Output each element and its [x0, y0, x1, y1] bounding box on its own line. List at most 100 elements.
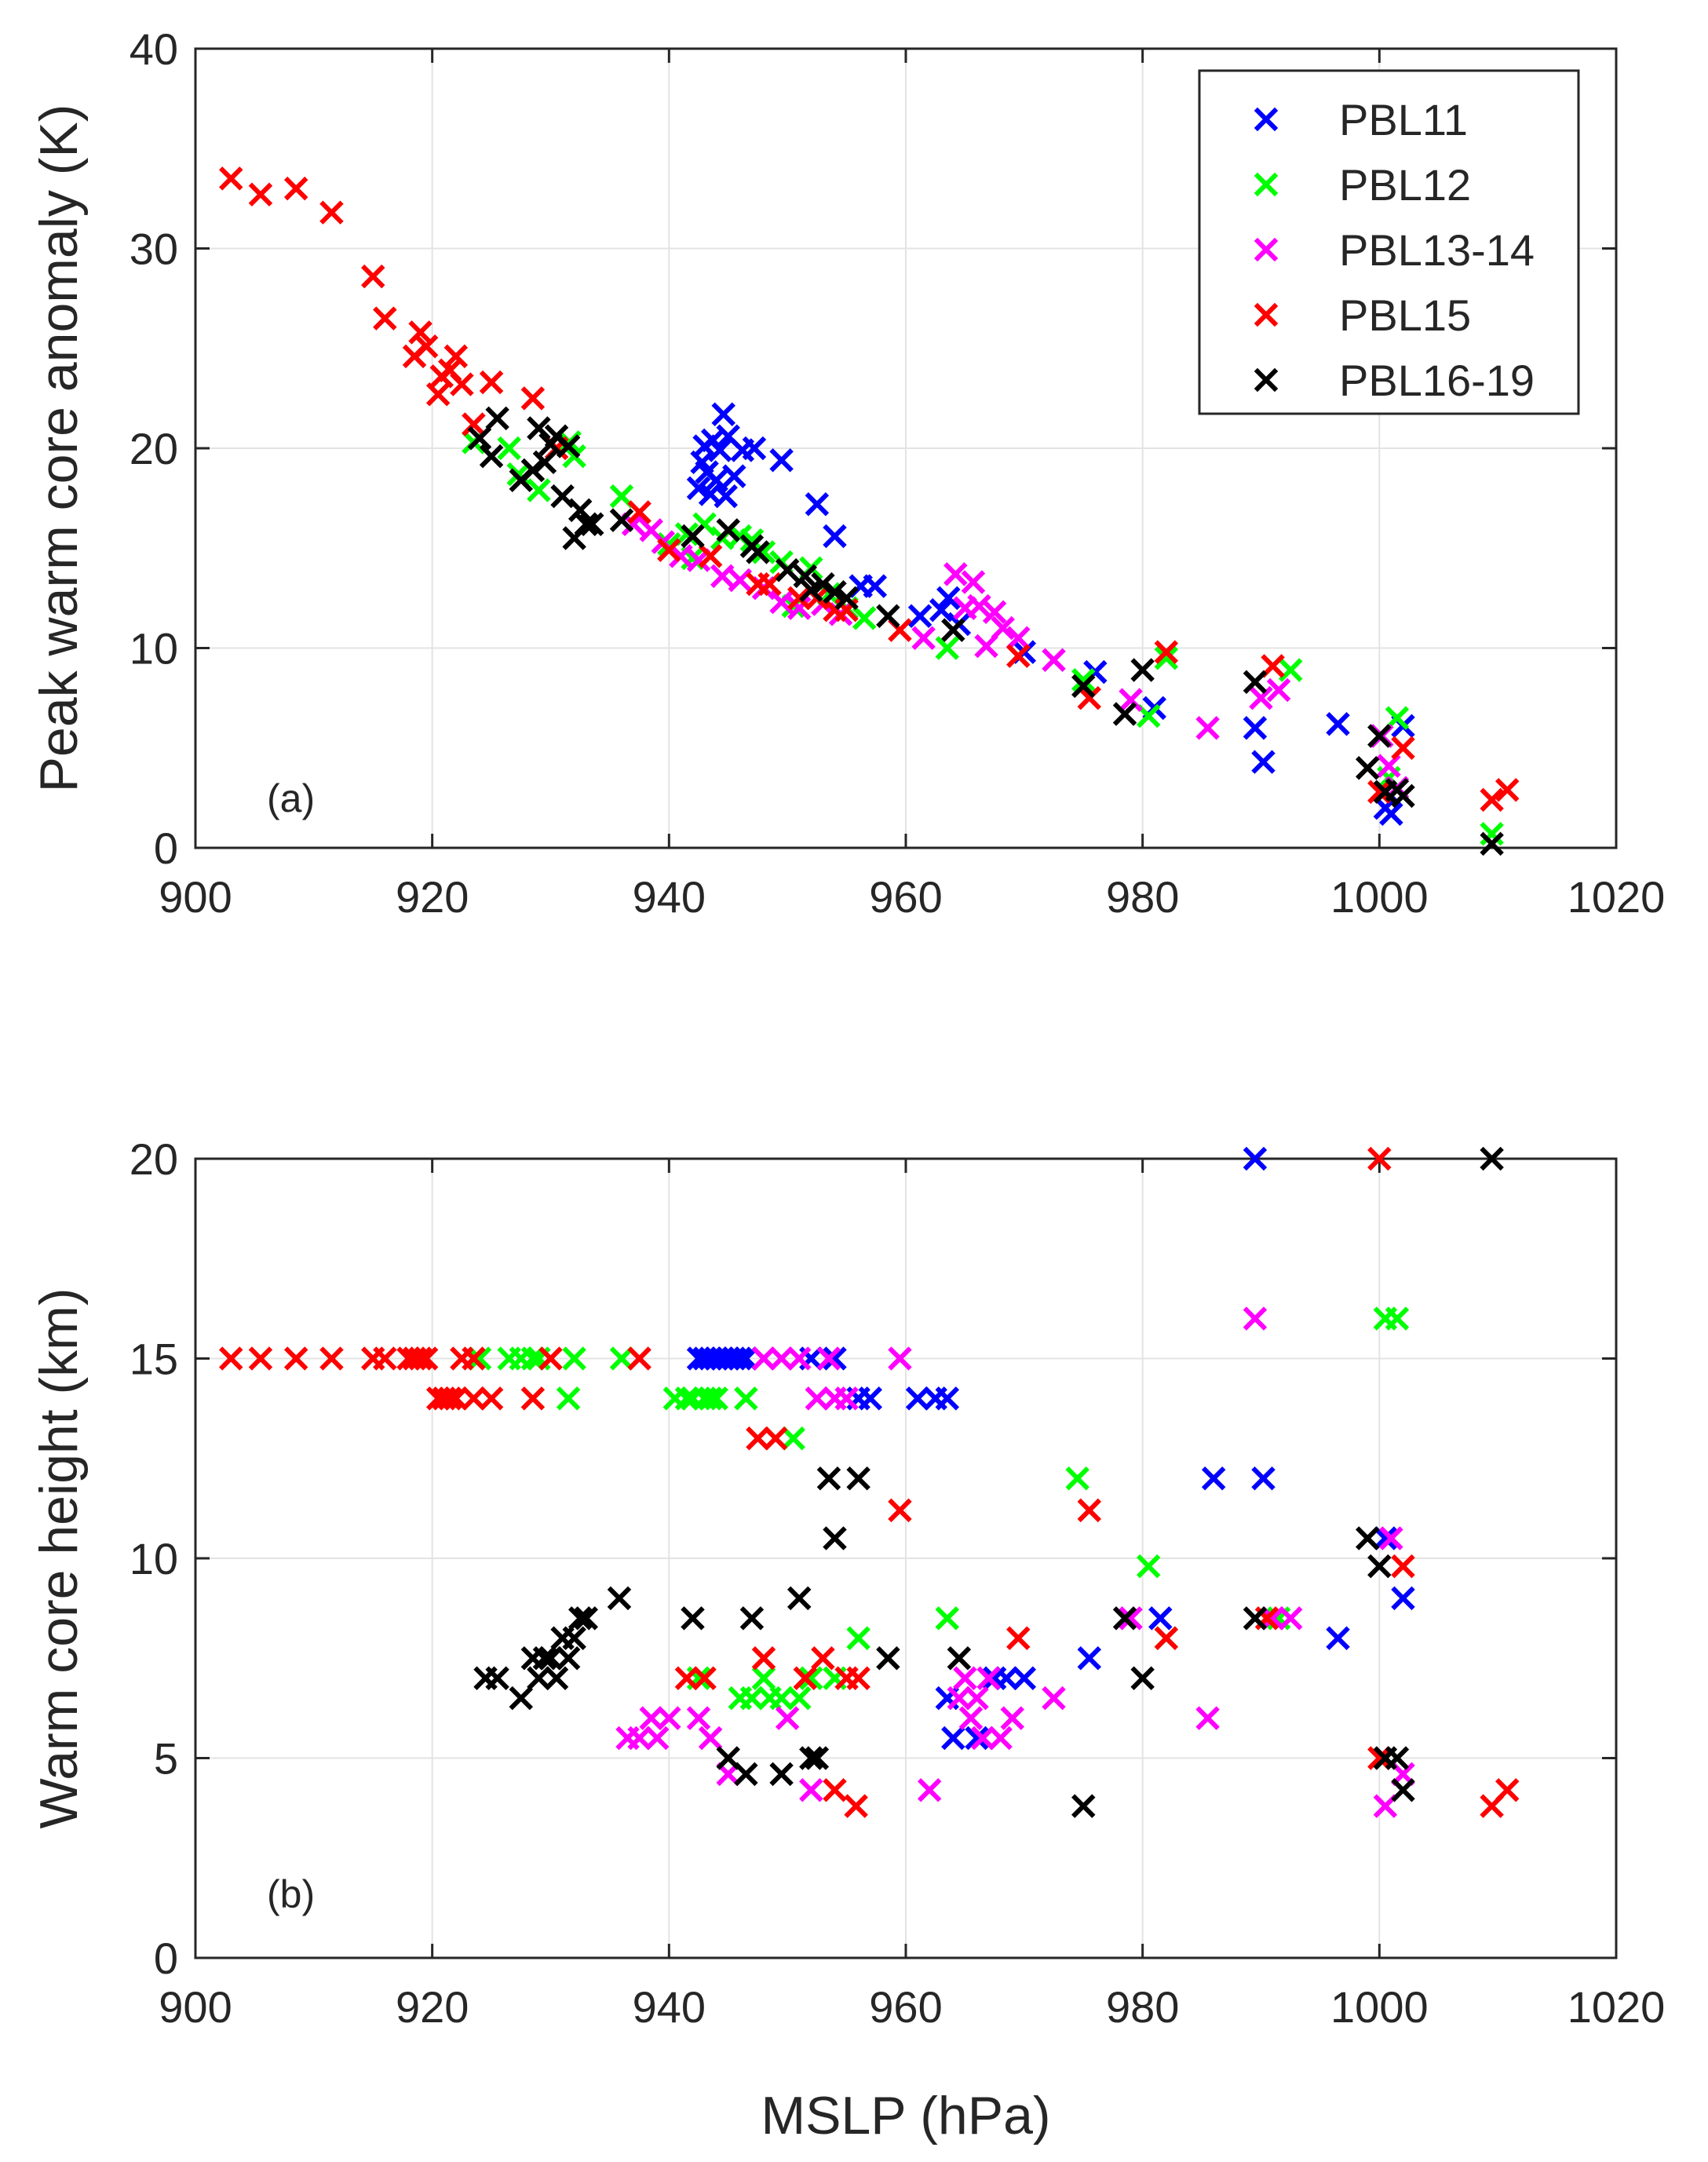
point-pbl15-stroke-2 — [627, 500, 651, 524]
point-pbl13-14-stroke-2 — [947, 1685, 972, 1711]
point-pbl15 — [373, 1346, 397, 1371]
point-pbl15 — [1077, 1498, 1102, 1523]
point-pbl13-14 — [816, 1346, 841, 1371]
point-pbl11-stroke-2 — [1201, 1466, 1226, 1491]
point-pbl11-stroke-2 — [929, 597, 954, 623]
point-pbl12 — [609, 1346, 634, 1371]
point-pbl16-19 — [799, 578, 823, 602]
point-pbl13-14-stroke-2 — [627, 1726, 651, 1751]
y-tick-label-b: 20 — [130, 1134, 178, 1184]
point-pbl15-stroke-2 — [520, 1386, 546, 1411]
point-pbl12 — [704, 1386, 728, 1411]
point-pbl15 — [283, 1346, 308, 1371]
point-pbl11 — [1251, 750, 1276, 774]
point-pbl11-stroke-2 — [805, 492, 830, 517]
point-pbl12 — [769, 1685, 794, 1711]
series-pbl12-b — [467, 1306, 1410, 1711]
point-pbl13-14 — [1266, 677, 1291, 703]
point-pbl12 — [1065, 1466, 1089, 1491]
point-pbl16-19-stroke-2 — [876, 604, 900, 629]
legend-item-pbl16-19: PBL16-19 — [1254, 356, 1535, 405]
point-pbl15-stroke-2 — [538, 1346, 563, 1371]
point-pbl16-19 — [1130, 658, 1155, 682]
point-pbl12-stroke-2 — [769, 1685, 794, 1711]
point-pbl11-stroke-2 — [858, 1386, 882, 1411]
point-pbl15 — [698, 544, 723, 568]
point-pbl11 — [1391, 1586, 1415, 1611]
point-pbl15 — [823, 1777, 847, 1802]
point-pbl13-14 — [686, 1706, 711, 1730]
point-pbl13-14 — [1243, 1306, 1268, 1331]
panel-b: 900 920 940 960 980 1000 1020 0 5 10 15 20 (b) Warm… — [29, 1134, 1665, 2146]
point-pbl13-14 — [1042, 648, 1066, 673]
point-pbl11 — [711, 402, 735, 426]
point-pbl15 — [627, 1346, 651, 1371]
scatter-points-b — [219, 1146, 1520, 1818]
point-pbl12 — [1136, 1554, 1161, 1579]
point-pbl15 — [844, 1794, 868, 1818]
point-pbl13-14 — [974, 634, 998, 659]
point-pbl16-19 — [799, 1746, 823, 1770]
point-pbl12-stroke-2 — [1278, 658, 1303, 682]
point-pbl16-19-stroke-2 — [1112, 702, 1137, 726]
point-pbl13-14 — [627, 1726, 651, 1751]
point-pbl16-19-stroke-2 — [739, 1606, 765, 1631]
point-pbl12-stroke-2 — [751, 1666, 776, 1690]
point-pbl11 — [905, 1386, 930, 1411]
point-pbl11 — [1373, 1526, 1398, 1550]
point-pbl16-19-stroke-2 — [556, 434, 581, 458]
point-pbl15-stroke-2 — [1006, 644, 1031, 668]
point-pbl12 — [1385, 706, 1410, 730]
point-pbl13-14 — [639, 1706, 663, 1730]
point-pbl16-19 — [746, 540, 770, 564]
point-pbl15-stroke-2 — [1077, 685, 1102, 710]
point-pbl16-19 — [574, 512, 598, 536]
point-pbl16-19-stroke-2 — [479, 444, 504, 469]
x-tick-label-a: 1000 — [1330, 872, 1429, 922]
point-pbl13-14-stroke-2 — [974, 634, 998, 659]
point-pbl16-19-stroke-2 — [834, 586, 859, 611]
point-pbl12 — [739, 1685, 765, 1711]
point-pbl16-19-stroke-2 — [550, 484, 575, 509]
point-pbl15 — [787, 586, 812, 611]
point-pbl15-stroke-2 — [787, 586, 812, 611]
point-pbl11 — [994, 1666, 1019, 1690]
point-pbl12-stroke-2 — [751, 540, 776, 564]
point-pbl15-stroke-2 — [674, 1666, 699, 1690]
point-pbl11 — [863, 574, 888, 598]
point-pbl12-stroke-2 — [799, 1666, 823, 1690]
point-pbl16-19-stroke-2 — [769, 1762, 794, 1787]
y-tick-label-b: 15 — [130, 1335, 178, 1384]
point-pbl15-stroke-2 — [408, 1346, 432, 1371]
point-pbl15 — [1391, 736, 1415, 760]
point-pbl11-stroke-2 — [734, 1346, 758, 1371]
point-pbl13-14-stroke-2 — [657, 1706, 681, 1730]
point-pbl13-14-stroke-2 — [1373, 1794, 1398, 1818]
point-pbl11-stroke-2 — [1077, 1646, 1102, 1671]
point-pbl13-14 — [805, 1386, 830, 1411]
point-pbl13-14 — [716, 1762, 740, 1787]
point-pbl13-14 — [769, 590, 794, 615]
point-pbl12 — [556, 1386, 581, 1411]
point-pbl16-19 — [876, 1646, 900, 1671]
point-pbl13-14-stroke-2 — [1391, 1762, 1415, 1787]
point-pbl12-stroke-2 — [556, 1386, 581, 1411]
point-pbl13-14-stroke-2 — [961, 570, 986, 594]
point-pbl11-stroke-2 — [965, 1726, 989, 1751]
series-pbl15-b — [219, 1146, 1520, 1818]
point-pbl11-stroke-2 — [936, 586, 961, 611]
point-pbl15-stroke-2 — [888, 1498, 912, 1523]
point-pbl11 — [1243, 1146, 1268, 1171]
point-pbl11 — [805, 492, 830, 517]
point-pbl15-stroke-2 — [844, 1794, 868, 1818]
point-pbl16-19 — [509, 1685, 534, 1711]
point-pbl16-19-stroke-2 — [787, 1586, 812, 1611]
point-pbl16-19-stroke-2 — [805, 1746, 830, 1770]
point-pbl13-14 — [621, 512, 646, 536]
point-pbl11-stroke-2 — [769, 448, 794, 473]
point-pbl11 — [1012, 1666, 1037, 1690]
legend-marker-pbl16-19 — [1254, 367, 1279, 393]
point-pbl11-stroke-2 — [1243, 1146, 1268, 1171]
point-pbl16-19 — [607, 1586, 632, 1611]
